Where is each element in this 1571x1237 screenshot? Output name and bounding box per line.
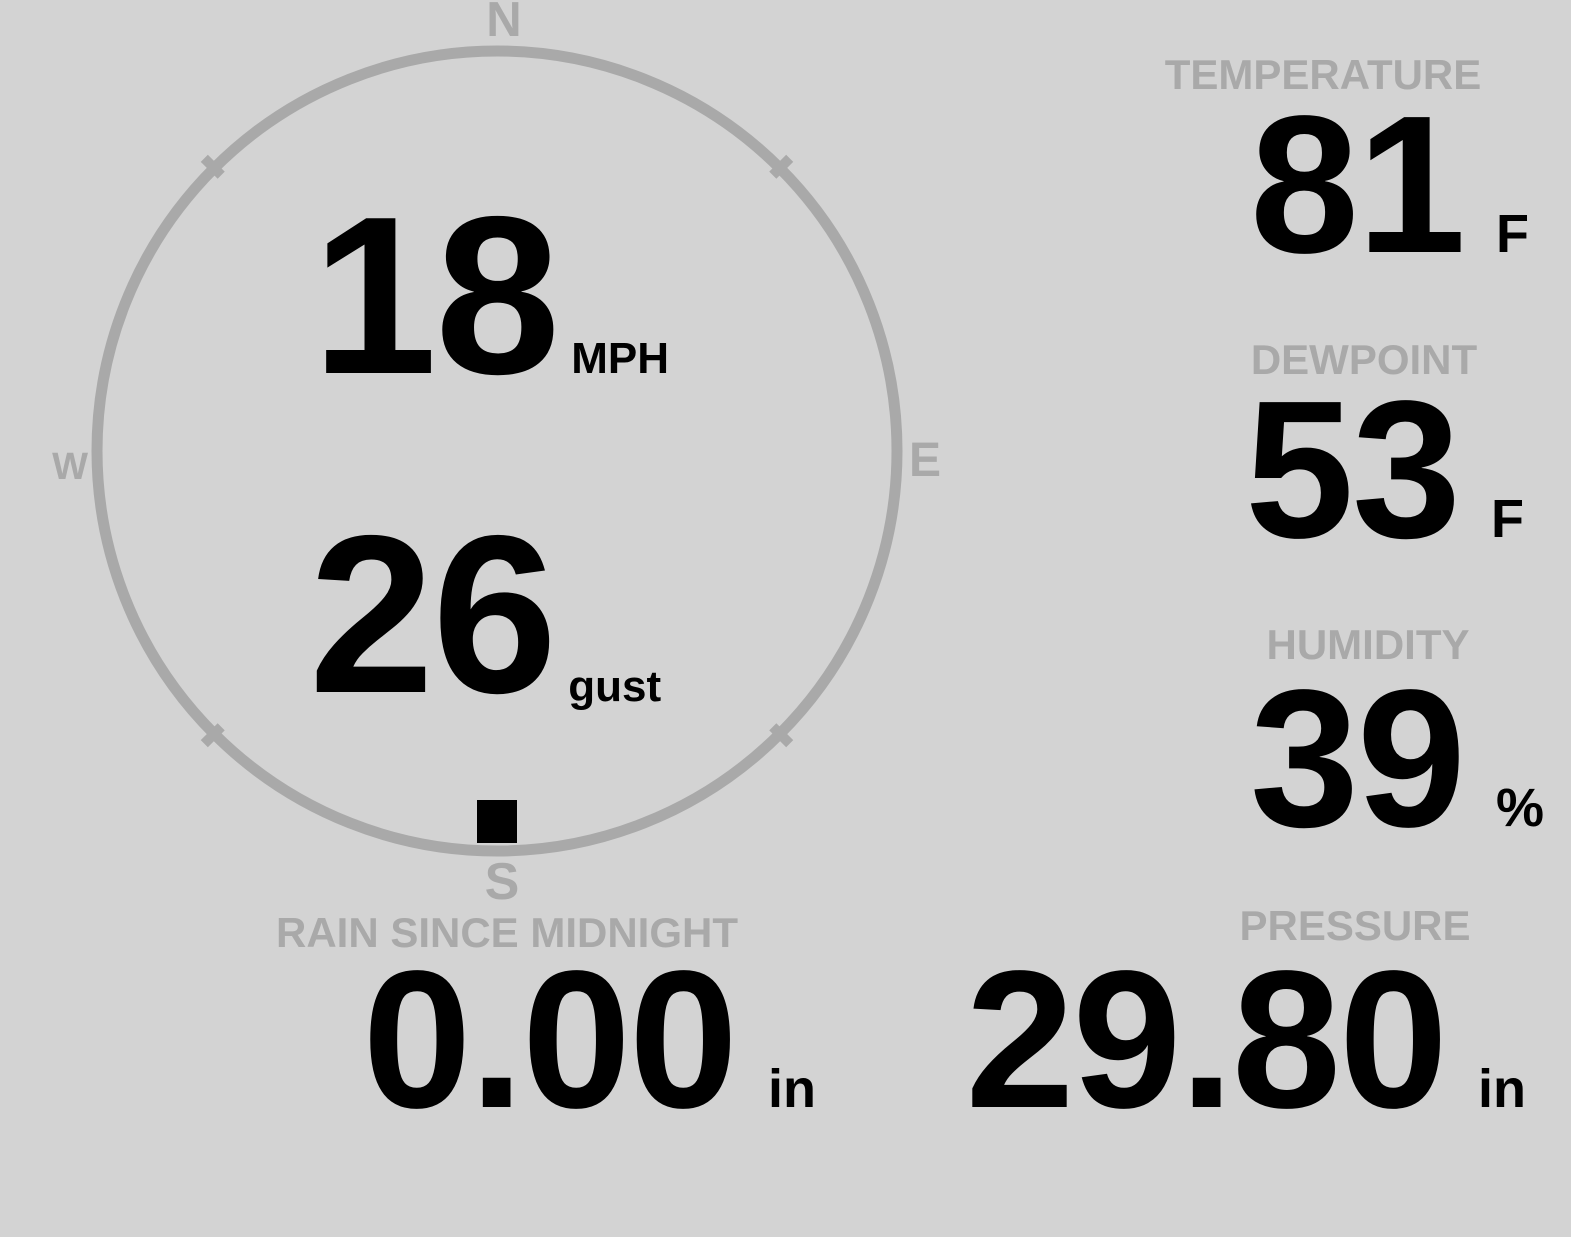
humidity-unit: %	[1495, 778, 1544, 838]
temperature-value: 81	[1249, 75, 1466, 294]
wind-speed: 18 MPH	[312, 183, 669, 408]
wind-speed-value: 18	[312, 169, 560, 421]
wind-gust-value: 26	[309, 488, 557, 740]
temperature-label: TEMPERATURE	[1164, 51, 1482, 98]
wind-gust: 26 gust	[309, 502, 661, 727]
humidity-label: HUMIDITY	[1266, 621, 1470, 668]
dewpoint-label: DEWPOINT	[1250, 336, 1478, 383]
rain-unit: in	[768, 1059, 816, 1119]
humidity-reading: 39 %	[1250, 661, 1544, 857]
temperature-reading: 81 F	[1250, 87, 1529, 283]
rain-reading: 0.00 in	[363, 942, 816, 1138]
compass-label-west: W	[52, 446, 88, 488]
humidity-value: 39	[1249, 649, 1466, 868]
rain-value: 0.00	[362, 930, 738, 1149]
dewpoint-unit: F	[1491, 489, 1524, 549]
wind-speed-unit: MPH	[571, 334, 670, 383]
wind-gust-unit: gust	[568, 662, 662, 711]
dewpoint-value: 53	[1244, 360, 1461, 579]
dewpoint-reading: 53 F	[1245, 372, 1524, 568]
temperature-unit: F	[1496, 204, 1529, 264]
pressure-label: PRESSURE	[1239, 902, 1471, 949]
pressure-reading: 29.80 in	[966, 942, 1526, 1138]
compass-ring-icon	[91, 45, 903, 857]
rain-label: RAIN SINCE MIDNIGHT	[276, 909, 738, 956]
compass-label-north: N	[486, 0, 522, 47]
pressure-value: 29.80	[965, 930, 1448, 1149]
compass-label-east: E	[908, 434, 942, 487]
pressure-unit: in	[1478, 1059, 1526, 1119]
compass-label-south: S	[484, 853, 520, 911]
